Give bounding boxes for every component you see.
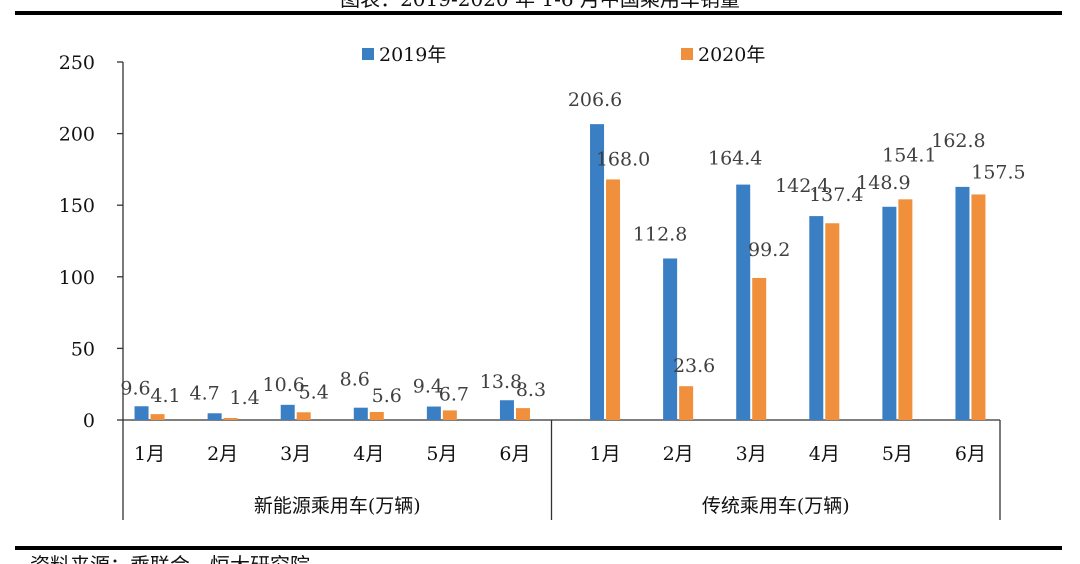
legend: 2019年 2020年 xyxy=(362,44,765,66)
bar-2020 xyxy=(223,417,238,420)
bar-2019 xyxy=(207,413,222,420)
bar-2020 xyxy=(369,411,384,420)
data-label: 8.3 xyxy=(516,379,546,401)
data-label: 154.1 xyxy=(882,144,936,166)
x-category-label: 4月 xyxy=(809,443,840,465)
data-labels: 9.6 4.7 10.6 8.6 9.4 13.8 206.6 112.8 164.4 142.4… xyxy=(120,89,1025,409)
data-label: 4.1 xyxy=(150,385,180,407)
legend-label-2019: 2019年 xyxy=(379,44,446,66)
bar-2020 xyxy=(971,194,986,420)
bar-2019 xyxy=(736,184,751,420)
data-label: 8.6 xyxy=(340,369,370,391)
data-label: 5.6 xyxy=(372,385,402,407)
bars xyxy=(134,124,986,420)
bar-2020 xyxy=(898,199,913,420)
x-category-label: 4月 xyxy=(353,443,384,465)
x-category-label: 5月 xyxy=(426,443,457,465)
bar-2020 xyxy=(825,223,840,420)
x-category-label: 2月 xyxy=(663,443,694,465)
bar-2020 xyxy=(606,179,621,420)
data-label: 137.4 xyxy=(809,184,863,206)
x-category-label: 6月 xyxy=(955,443,986,465)
data-label: 142.4 xyxy=(775,175,829,197)
x-category-label: 6月 xyxy=(499,443,530,465)
bar-2020 xyxy=(296,412,311,420)
bar-2019 xyxy=(280,404,295,420)
bar-2020 xyxy=(679,386,694,420)
y-tick-label: 100 xyxy=(59,267,95,289)
y-tick-label: 150 xyxy=(59,195,95,217)
data-label: 4.7 xyxy=(190,382,220,404)
axes: 0 50 100 150 200 250 xyxy=(59,52,1001,520)
y-tick-label: 0 xyxy=(83,410,95,432)
y-tick-label: 50 xyxy=(71,338,95,360)
bar-2020 xyxy=(442,410,457,420)
x-category-label: 1月 xyxy=(589,443,620,465)
data-label: 99.2 xyxy=(748,239,790,261)
group-label: 新能源乘用车(万辆) xyxy=(254,495,421,517)
group-label: 传统乘用车(万辆) xyxy=(702,495,850,517)
data-label: 168.0 xyxy=(596,148,650,170)
x-category-label: 3月 xyxy=(280,443,311,465)
bar-2019 xyxy=(955,186,970,420)
source-footer: 资料来源：乘联会，恒大研究院 xyxy=(30,553,310,564)
x-category-label: 5月 xyxy=(882,443,913,465)
data-label: 13.8 xyxy=(480,371,522,393)
bar-2019 xyxy=(809,216,824,420)
x-category-label: 1月 xyxy=(134,443,165,465)
data-label: 112.8 xyxy=(633,223,687,245)
legend-swatch-2019 xyxy=(362,48,374,60)
bar-2020 xyxy=(150,414,165,420)
bar-2019 xyxy=(590,124,605,420)
bar-2019 xyxy=(353,407,368,420)
bar-2020 xyxy=(515,408,530,420)
data-label: 157.5 xyxy=(971,161,1025,183)
data-label: 162.8 xyxy=(931,130,985,152)
data-label: 6.7 xyxy=(439,383,469,405)
bar-2019 xyxy=(134,406,149,420)
data-label: 5.4 xyxy=(299,381,329,403)
bar-2020 xyxy=(752,277,767,420)
legend-label-2020: 2020年 xyxy=(698,44,765,66)
bar-2019 xyxy=(663,258,678,420)
bar-2019 xyxy=(426,406,441,420)
data-label: 10.6 xyxy=(263,374,305,396)
data-label: 148.9 xyxy=(856,172,910,194)
chart-title: 图表：2019-2020 年 1-6 月中国乘用车销量 xyxy=(340,0,740,11)
data-label: 164.4 xyxy=(708,148,762,170)
data-label: 9.6 xyxy=(120,377,150,399)
bar-2019 xyxy=(499,400,514,420)
y-tick-label: 250 xyxy=(59,52,95,74)
legend-swatch-2020 xyxy=(681,48,693,60)
x-category-label: 3月 xyxy=(736,443,767,465)
x-category-label: 2月 xyxy=(207,443,238,465)
data-label: 9.4 xyxy=(413,376,443,398)
data-label: 23.6 xyxy=(673,355,715,377)
bar-2019 xyxy=(882,206,897,420)
data-label: 206.6 xyxy=(568,89,622,111)
y-tick-label: 200 xyxy=(59,124,95,146)
data-label: 1.4 xyxy=(230,387,260,409)
